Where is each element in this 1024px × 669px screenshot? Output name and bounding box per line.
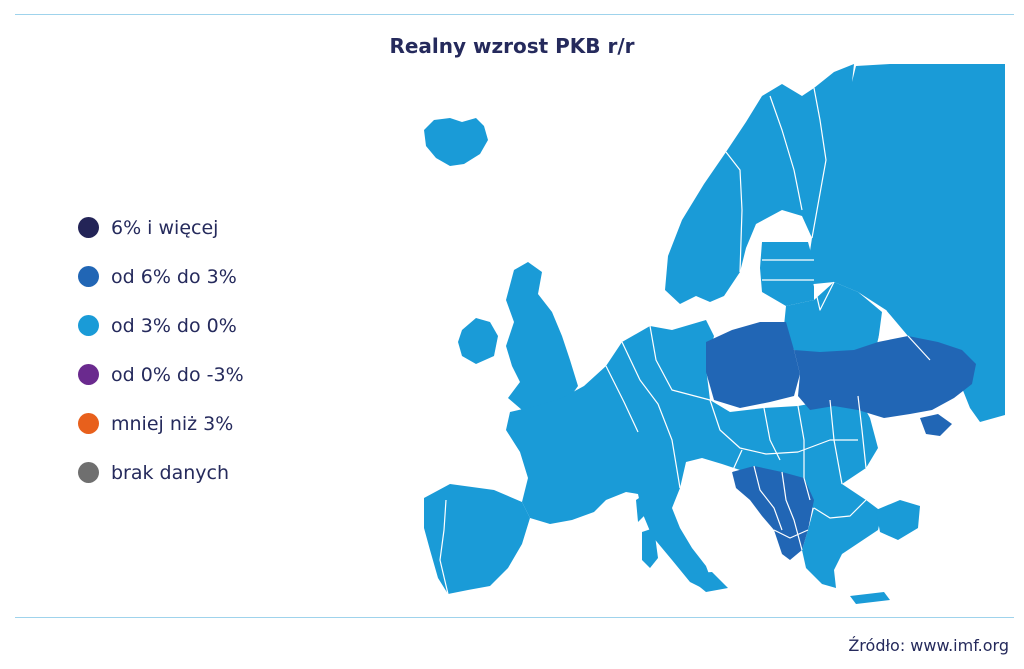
bottom-divider [15, 617, 1014, 618]
europe-map [424, 64, 1005, 604]
legend-label: brak danych [111, 461, 230, 484]
legend-swatch [78, 315, 99, 336]
legend-swatch [78, 266, 99, 287]
map-title: Realny wzrost PKB r/r [389, 34, 635, 58]
region-crimea [920, 414, 952, 436]
legend-swatch [78, 217, 99, 238]
legend-item: od 6% do 3% [78, 252, 244, 301]
legend-label: 6% i więcej [111, 216, 219, 239]
legend-item: mniej niż 3% [78, 399, 244, 448]
legend-swatch [78, 364, 99, 385]
country-western-balkans [732, 466, 814, 560]
island-sardinia [642, 528, 658, 568]
island-corsica [636, 496, 644, 522]
border-scandinavia [725, 87, 827, 273]
island-crete [850, 592, 890, 604]
country-ukraine [794, 336, 976, 418]
legend-label: od 3% do 0% [111, 314, 237, 337]
border-baltics [762, 259, 814, 281]
border-eastern [813, 281, 931, 361]
country-greece-bulgaria [802, 484, 882, 588]
country-iberia [424, 484, 530, 594]
legend-label: mniej niż 3% [111, 412, 234, 435]
island-sicily [684, 572, 728, 592]
country-ireland [458, 318, 498, 364]
border-iberia [439, 499, 449, 595]
legend: 6% i więcej od 6% do 3% od 3% do 0% od 0… [78, 203, 244, 497]
country-united-kingdom [506, 262, 578, 410]
country-belarus [784, 282, 882, 356]
legend-label: od 0% do -3% [111, 363, 244, 386]
legend-item: 6% i więcej [78, 203, 244, 252]
legend-label: od 6% do 3% [111, 265, 237, 288]
top-divider [15, 14, 1014, 15]
country-scandinavia-russia [665, 64, 1005, 422]
border-balkans [753, 465, 867, 551]
country-poland [706, 322, 800, 408]
country-continental-west [506, 320, 878, 590]
country-turkey [876, 500, 920, 540]
legend-item: od 3% do 0% [78, 301, 244, 350]
legend-item: od 0% do -3% [78, 350, 244, 399]
legend-swatch [78, 413, 99, 434]
legend-swatch [78, 462, 99, 483]
country-iceland [424, 118, 488, 166]
country-baltics [760, 242, 814, 306]
source-note: Źródło: www.imf.org [848, 636, 1009, 655]
border-central [605, 325, 867, 489]
legend-item: brak danych [78, 448, 244, 497]
